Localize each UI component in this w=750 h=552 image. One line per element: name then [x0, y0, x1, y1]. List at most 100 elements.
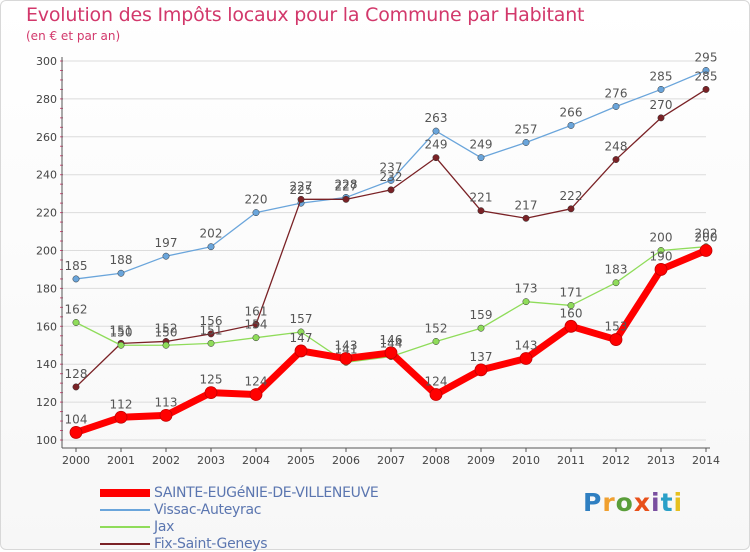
x-tick-label: 2006	[332, 454, 360, 467]
data-label: 171	[560, 285, 583, 299]
data-point	[387, 176, 395, 184]
data-label: 266	[560, 105, 583, 119]
legend-label: Jax	[154, 518, 175, 535]
data-label: 146	[380, 333, 403, 347]
data-point	[207, 243, 215, 251]
data-point	[342, 195, 350, 203]
legend-item: SAINTE-EUGéNIE-DE-VILLENEUVE	[100, 484, 379, 501]
data-point	[474, 363, 488, 377]
data-point	[699, 244, 713, 257]
data-point	[522, 139, 530, 146]
legend-swatch	[100, 488, 150, 497]
x-tick-label: 2003	[197, 454, 225, 467]
data-label: 141	[335, 342, 358, 356]
data-label: 104	[65, 412, 88, 426]
logo-letter: t	[660, 488, 674, 517]
legend-item: Vissac-Auteyrac	[100, 501, 378, 518]
data-label: 161	[245, 304, 268, 318]
data-label: 257	[515, 122, 538, 136]
logo-letter: P	[583, 488, 603, 517]
legend-swatch	[100, 508, 150, 511]
data-label: 150	[155, 325, 178, 339]
legend-label: SAINTE-EUGéNIE-DE-VILLENEUVE	[154, 484, 379, 501]
series-0	[69, 244, 713, 439]
data-point	[522, 298, 530, 306]
data-point	[702, 85, 710, 93]
data-point	[339, 352, 353, 365]
legend-item: Jax	[100, 518, 378, 535]
x-tick-label: 2010	[512, 454, 540, 467]
y-tick-label: 180	[36, 282, 57, 295]
data-label: 160	[560, 306, 583, 320]
data-label: 112	[110, 397, 133, 411]
data-label: 173	[515, 282, 538, 296]
data-label: 143	[335, 339, 358, 353]
data-label: 220	[245, 193, 268, 207]
data-point	[249, 388, 263, 401]
logo-letter: x	[633, 488, 651, 517]
legend-label: Vissac-Auteyrac	[154, 501, 262, 518]
y-tick-label: 300	[36, 55, 57, 68]
y-tick-label: 100	[36, 434, 57, 447]
data-label: 285	[650, 69, 673, 83]
logo-letter: r	[602, 488, 616, 517]
x-tick-label: 2001	[107, 454, 135, 467]
data-label: 217	[515, 198, 538, 212]
data-label: 295	[695, 50, 718, 64]
data-point	[117, 341, 125, 349]
data-point	[162, 341, 170, 349]
data-label: 113	[155, 395, 178, 409]
data-label: 125	[200, 373, 223, 387]
x-tick-label: 2011	[557, 454, 585, 467]
data-label: 154	[245, 318, 268, 332]
data-label: 200	[650, 231, 673, 245]
data-point	[69, 426, 83, 439]
data-label: 249	[425, 138, 448, 152]
x-tick-label: 2002	[152, 454, 180, 467]
x-tick-label: 2004	[242, 454, 270, 467]
data-point	[159, 408, 173, 422]
data-label: 151	[110, 323, 133, 337]
data-label: 150	[110, 325, 133, 339]
y-tick-label: 120	[36, 396, 57, 409]
data-label: 248	[605, 140, 628, 154]
data-label: 143	[515, 339, 538, 353]
data-label: 237	[380, 160, 403, 174]
data-point	[477, 207, 485, 215]
data-label: 159	[470, 308, 493, 322]
legend-label: Fix-Saint-Geneys	[154, 535, 268, 552]
data-point	[207, 330, 215, 338]
data-label: 188	[110, 253, 133, 267]
data-point	[207, 339, 215, 347]
data-point	[612, 103, 620, 110]
data-label: 147	[290, 331, 313, 345]
data-point	[294, 344, 308, 358]
data-label: 249	[470, 138, 493, 152]
data-label: 162	[65, 303, 88, 317]
data-label: 270	[650, 98, 673, 112]
data-point	[252, 320, 260, 328]
data-label: 232	[380, 170, 403, 184]
data-point	[114, 410, 128, 424]
data-label: 227	[290, 179, 313, 193]
data-point	[519, 352, 533, 365]
data-label: 128	[65, 367, 88, 381]
data-label: 222	[560, 189, 583, 203]
x-tick-label: 2013	[647, 454, 675, 467]
data-point	[387, 186, 395, 194]
y-tick-label: 240	[36, 169, 57, 182]
data-point	[432, 338, 440, 345]
data-label: 152	[155, 321, 178, 335]
data-point	[657, 85, 665, 93]
data-label: 227	[335, 179, 358, 193]
x-tick-label: 2007	[377, 454, 405, 467]
data-point	[297, 195, 305, 203]
x-tick-label: 2005	[287, 454, 315, 467]
legend-swatch	[100, 542, 150, 545]
data-label: 156	[200, 314, 223, 328]
x-tick-label: 2008	[422, 454, 450, 467]
data-label: 151	[200, 323, 223, 337]
data-label: 124	[245, 375, 268, 389]
data-point	[657, 247, 665, 254]
data-point	[429, 388, 443, 401]
